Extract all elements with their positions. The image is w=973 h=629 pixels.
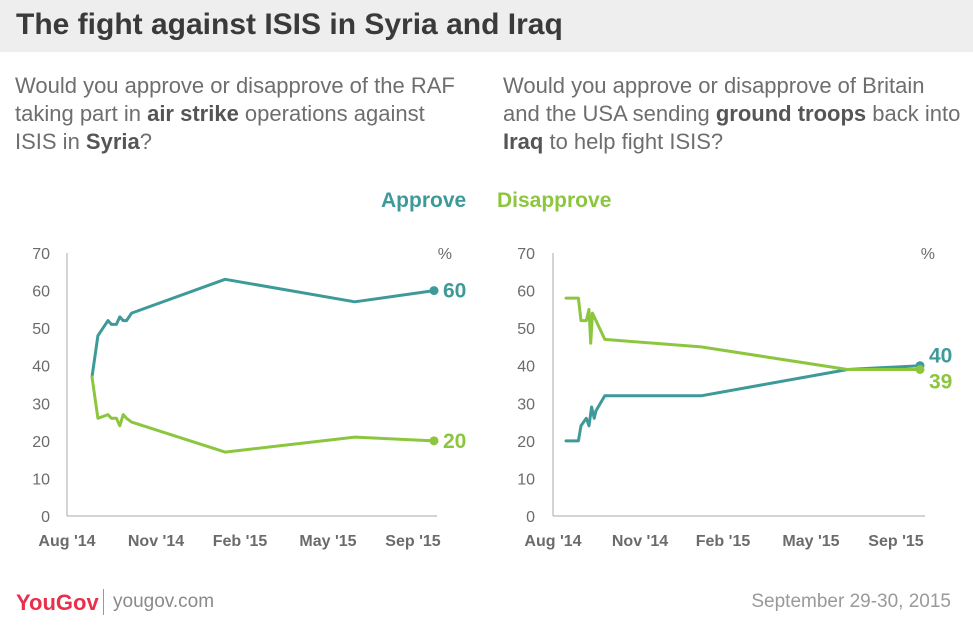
x-tick-label-left: Nov '14 (128, 533, 184, 550)
x-tick-label-left: Sep '15 (385, 533, 440, 550)
x-tick-label-left: May '15 (299, 533, 356, 550)
footer-date: September 29-30, 2015 (751, 591, 951, 612)
y-tick-label-left: 20 (32, 434, 50, 451)
y-tick-label-right: 0 (526, 509, 535, 526)
question-right-text-1: Would you approve or disapprove of Brita… (503, 73, 925, 126)
question-right-bold-2: Iraq (503, 129, 544, 154)
series-line-disapprove-left (90, 375, 436, 454)
y-tick-label-right: 50 (517, 321, 535, 338)
y-tick-label-left: 0 (41, 509, 50, 526)
legend-disapprove: Disapprove (497, 189, 612, 212)
y-tick-label-left: 50 (32, 321, 50, 338)
y-tick-label-right: 10 (517, 471, 535, 488)
y-tick-label-right: 60 (517, 284, 535, 301)
question-left-bold-2: Syria (85, 129, 140, 154)
end-point-disapprove-left (429, 436, 439, 446)
x-tick-label-right: Aug '14 (524, 533, 581, 550)
question-right-bold-1: ground troops (715, 101, 867, 126)
question-left-text-1: Would you approve or disapprove of the R… (15, 73, 455, 126)
footer-divider (103, 589, 104, 615)
y-tick-label-right: 40 (517, 359, 535, 376)
y-tick-label-right: 30 (517, 396, 535, 413)
legend-approve: Approve (381, 189, 467, 212)
y-tick-label-left: 10 (32, 471, 50, 488)
series-line-disapprove-right (564, 296, 922, 371)
y-tick-label-left: 30 (32, 396, 50, 413)
y-tick-label-left: 40 (32, 359, 50, 376)
x-tick-label-right: Nov '14 (612, 533, 668, 550)
end-point-disapprove-right (915, 364, 925, 374)
x-tick-label-left: Aug '14 (38, 533, 95, 550)
end-label-disapprove-right: 39 (929, 370, 952, 393)
x-tick-label-right: Feb '15 (696, 533, 751, 550)
y-tick-label-left: 70 (32, 246, 50, 263)
series-line-approve-right (564, 364, 922, 443)
series-line-approve-left (90, 277, 436, 379)
question-right-text-3: to help fight ISIS? (543, 129, 724, 154)
y-unit-label-right: % (921, 246, 935, 263)
y-tick-label-right: 70 (517, 246, 535, 263)
question-left-bold-1: air strike (147, 101, 239, 126)
y-tick-label-left: 60 (32, 284, 50, 301)
y-unit-label-left: % (438, 246, 452, 263)
end-point-approve-left (429, 286, 439, 296)
x-tick-label-right: Sep '15 (868, 533, 923, 550)
yougov-logo: YouGov (16, 590, 99, 615)
page-title: The fight against ISIS in Syria and Iraq (16, 8, 563, 41)
footer-site: yougov.com (113, 591, 215, 612)
question-right-text-2: back into (866, 101, 961, 126)
question-right: Would you approve or disapprove of Brita… (503, 72, 963, 156)
end-label-approve-left: 60 (443, 280, 466, 303)
question-left-text-3: ? (139, 129, 152, 154)
x-tick-label-left: Feb '15 (213, 533, 268, 550)
question-left: Would you approve or disapprove of the R… (15, 72, 465, 156)
x-tick-label-right: May '15 (782, 533, 839, 550)
end-label-approve-right: 40 (929, 345, 952, 368)
end-label-disapprove-left: 20 (443, 430, 466, 453)
y-tick-label-right: 20 (517, 434, 535, 451)
question-left-text-2: operations against ISIS in (15, 101, 425, 154)
title-bar (0, 0, 973, 52)
